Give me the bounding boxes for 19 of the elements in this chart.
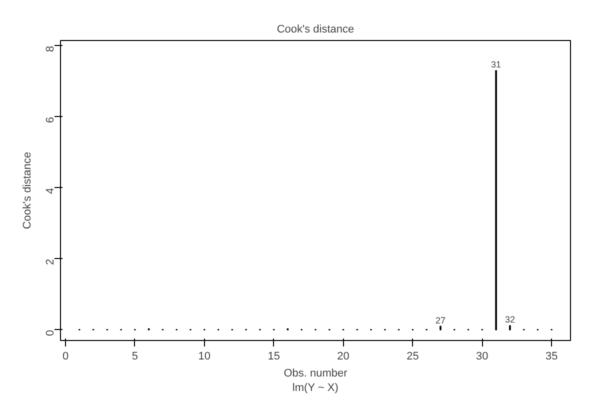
y-tick-label: 8 xyxy=(44,46,56,52)
annotation: 31 xyxy=(491,60,502,70)
x-tick-label: 10 xyxy=(198,350,211,362)
y-axis-title: Cook's distance xyxy=(22,152,34,230)
y-tick-label: 4 xyxy=(44,188,56,194)
x-tick-label: 15 xyxy=(268,350,280,362)
y-tick-label: 6 xyxy=(44,116,56,123)
x-axis-title: Obs. number lm(Y ~ X) xyxy=(284,368,348,394)
x-tick-label: 20 xyxy=(337,350,350,362)
chart-title: Cook's distance xyxy=(276,24,354,36)
y-tick-label: 2 xyxy=(44,258,56,265)
x-tick-label: 5 xyxy=(132,350,138,362)
annotation: 32 xyxy=(504,314,515,325)
annotation: 27 xyxy=(435,315,446,326)
x-tick-label: 35 xyxy=(545,350,558,362)
y-tick-label: 0 xyxy=(44,330,56,336)
x-tick-label: 0 xyxy=(62,350,69,362)
x-tick-label: 30 xyxy=(476,350,488,362)
x-tick-label: 25 xyxy=(406,350,419,362)
